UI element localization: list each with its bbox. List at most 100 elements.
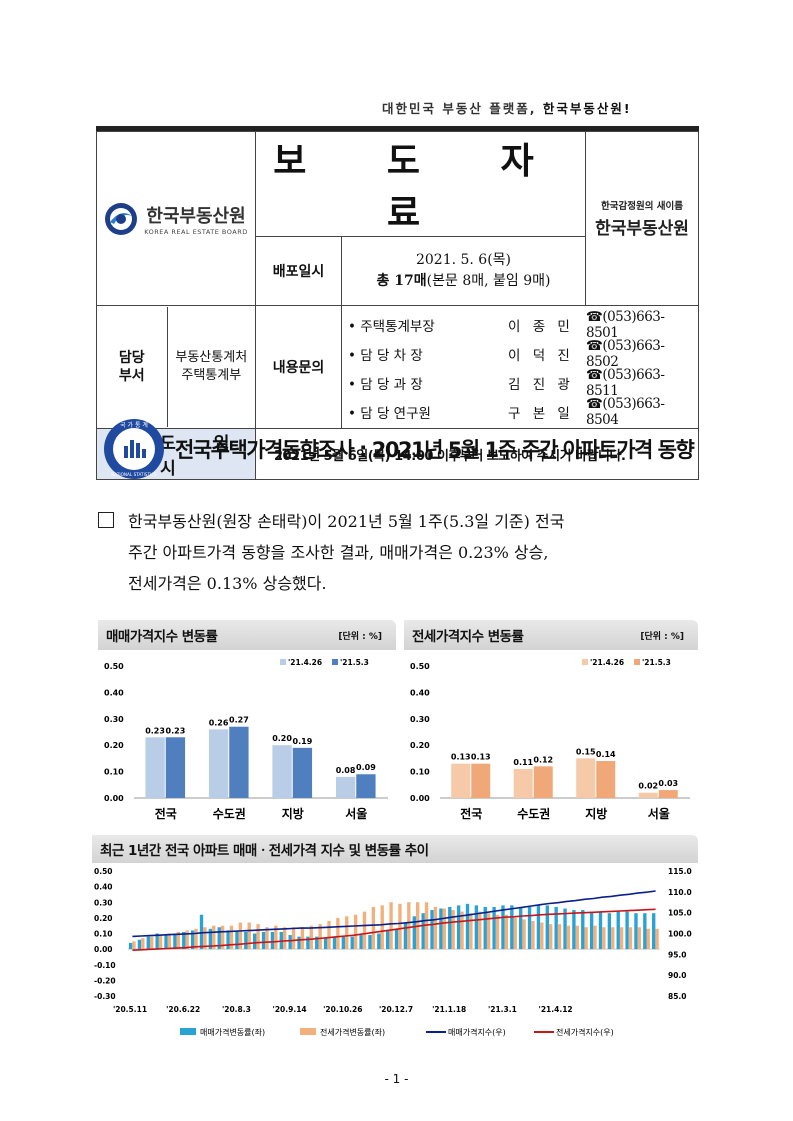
sale-rate-bar — [306, 936, 310, 950]
data-label: 0.27 — [229, 716, 249, 725]
sale-rate-bar — [261, 931, 266, 950]
jeonse-rate-bar — [247, 922, 251, 950]
contact-row: • 주택통계부장 이 종 민 ☎(053)663-8501 — [348, 308, 665, 341]
sale-rate-bar — [625, 911, 629, 950]
jeonse-rate-bar — [309, 925, 313, 950]
checkbox-bullet-icon — [98, 512, 114, 528]
sale-rate-bar — [226, 930, 230, 950]
sale-rate-bar — [146, 936, 150, 950]
sale-rate-bar — [456, 905, 461, 950]
sale-rate-bar — [581, 910, 585, 950]
sale-rate-bar — [341, 936, 346, 950]
category-label: 서울 — [345, 806, 367, 821]
distribution-label: 배포일시 — [255, 236, 342, 306]
bar — [451, 763, 471, 798]
y-tick-label: 0.10 — [410, 768, 430, 777]
body-paragraph: 한국부동산원(원장 손태락)이 2021년 5월 1주(5.3일 기준) 전국 … — [98, 506, 703, 599]
y-right-tick-label: 100.0 — [668, 930, 692, 939]
jeonse-rate-bar — [602, 927, 606, 950]
y-tick-label: 0.50 — [410, 662, 430, 671]
bar — [229, 726, 249, 798]
sale-rate-bar — [403, 922, 408, 950]
category-label: 지방 — [282, 806, 304, 821]
jeonse-rate-bar — [318, 924, 322, 950]
y-right-tick-label: 110.0 — [668, 888, 692, 897]
jeonse-rate-bar — [433, 906, 438, 950]
sale-rate-bar — [235, 930, 239, 950]
jeonse-rate-bar — [345, 916, 349, 950]
national-statistics-seal-icon: 국 가 통 계 NATIONAL STATISTICS — [104, 419, 164, 479]
bar — [165, 737, 186, 798]
legend-swatch — [332, 659, 338, 665]
sale-rate-bar — [439, 908, 443, 950]
sale-rate-bar — [510, 905, 514, 950]
jeonse-rate-bar — [398, 903, 402, 950]
sale-rate-bar — [536, 905, 541, 950]
bar — [292, 747, 313, 798]
jeonse-rate-bar — [203, 927, 207, 950]
bar — [533, 766, 553, 798]
sale-rate-bar — [359, 935, 363, 950]
sale-index-line — [132, 890, 656, 938]
tagline: 대한민국 부동산 플랫폼, 한국부동산원! — [382, 101, 632, 116]
y-tick-label: 0.40 — [104, 688, 124, 697]
jeonse-rate-bar — [478, 911, 482, 950]
sale-rate-bar — [368, 935, 372, 950]
x-tick-label: '21.3.1 — [488, 1005, 517, 1014]
jeonse-rate-bar — [566, 925, 571, 950]
data-label: 0.26 — [209, 718, 229, 727]
jeonse-rate-bar — [185, 930, 189, 950]
legend-swatch — [300, 1028, 316, 1035]
y-tick-label: 0.40 — [410, 688, 430, 697]
category-label: 지방 — [585, 806, 607, 821]
sale-rate-bar — [164, 935, 168, 950]
y-left-tick-label: 0.40 — [94, 883, 113, 892]
jeonse-rate-bar — [132, 941, 136, 950]
jeonse-rate-bar — [557, 924, 562, 950]
x-tick-label: '21.1.18 — [432, 1005, 466, 1014]
bar — [638, 792, 658, 798]
jeonse-rate-bar — [628, 927, 633, 950]
sale-rate-bar — [315, 936, 319, 950]
legend-label: '21.4.26 — [590, 658, 624, 667]
y-right-tick-label: 85.0 — [668, 992, 687, 1001]
distribution-info: 2021. 5. 6(목) 총 17매(본문 8매, 붙임 9매) — [341, 236, 586, 306]
y-tick-label: 0.30 — [104, 715, 124, 724]
jeonse-rate-bar — [274, 925, 278, 950]
jeonse-rate-bar — [442, 908, 446, 950]
sale-rate-bar — [598, 911, 603, 950]
department-label: 담당 부서 — [97, 307, 168, 427]
chart-title: 매매가격지수 변동률 — [106, 629, 218, 645]
sale-rate-bar — [643, 913, 647, 950]
y-left-tick-label: 0.20 — [94, 914, 113, 923]
jeonse-rate-bar — [522, 919, 526, 950]
sale-rate-bar — [208, 928, 213, 950]
sale-rate-bar — [492, 906, 496, 950]
category-label: 전국 — [155, 806, 177, 821]
bar — [356, 774, 376, 798]
sale-rate-bar — [386, 930, 390, 950]
y-left-tick-label: 0.30 — [94, 898, 113, 907]
sale-rate-bar — [554, 906, 558, 950]
bar — [658, 790, 678, 798]
sale-rate-bar — [332, 936, 337, 950]
sale-rate-bar — [412, 916, 416, 950]
x-tick-label: '20.10.26 — [323, 1005, 362, 1014]
jeonse-rate-bar — [389, 902, 393, 950]
headline-text: 전국주택가격동향조사 : 2021년 5월 1주 주간 아파트가격 동향 — [175, 438, 695, 462]
y-tick-label: 0.10 — [104, 768, 124, 777]
document-title: 보 도 자 료 — [255, 131, 586, 237]
data-label: 0.13 — [451, 753, 471, 762]
legend-swatch — [280, 659, 286, 665]
sale-rate-bar — [173, 933, 177, 950]
jeonse-rate-bar — [469, 913, 473, 950]
bar — [596, 761, 616, 798]
data-label: 0.14 — [596, 750, 616, 759]
chart-title: 전세가격지수 변동률 — [412, 629, 524, 645]
jeonse-rate-bar — [655, 928, 659, 950]
jeonse-rate-bar — [548, 924, 553, 950]
